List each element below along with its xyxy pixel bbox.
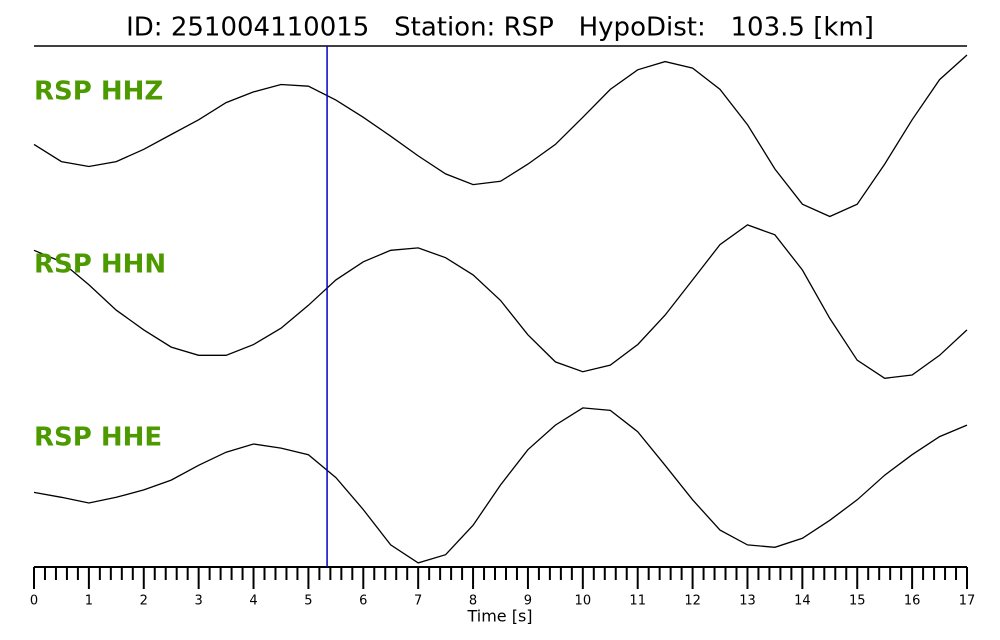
x-tick-label: 1 xyxy=(85,594,93,609)
x-tick-label: 16 xyxy=(904,594,921,609)
x-tick-label: 8 xyxy=(469,594,477,609)
x-tick-label: 15 xyxy=(849,594,866,609)
trace-label: RSP HHE xyxy=(34,423,162,453)
x-axis-label: Time [s] xyxy=(466,607,532,626)
waveform xyxy=(33,54,968,218)
x-tick-label: 10 xyxy=(575,594,592,609)
x-tick-label: 17 xyxy=(959,594,976,609)
x-tick-label: 0 xyxy=(30,594,38,609)
trace-label: RSP HHZ xyxy=(34,77,163,107)
trace-label: RSP HHN xyxy=(34,250,166,280)
x-tick-label: 9 xyxy=(524,594,532,609)
x-tick-label: 4 xyxy=(249,594,257,609)
waveform xyxy=(33,407,968,564)
x-tick-label: 2 xyxy=(140,594,148,609)
x-tick-label: 7 xyxy=(414,594,422,609)
waveform xyxy=(33,224,968,379)
x-tick-label: 6 xyxy=(359,594,367,609)
x-tick-label: 11 xyxy=(629,594,646,609)
x-tick-label: 12 xyxy=(684,594,701,609)
x-tick-label: 5 xyxy=(304,594,312,609)
x-tick-label: 13 xyxy=(739,594,756,609)
chart-title: ID: 251004110015 Station: RSP HypoDist: … xyxy=(126,13,874,43)
x-tick-label: 14 xyxy=(794,594,811,609)
x-tick-label: 3 xyxy=(195,594,203,609)
